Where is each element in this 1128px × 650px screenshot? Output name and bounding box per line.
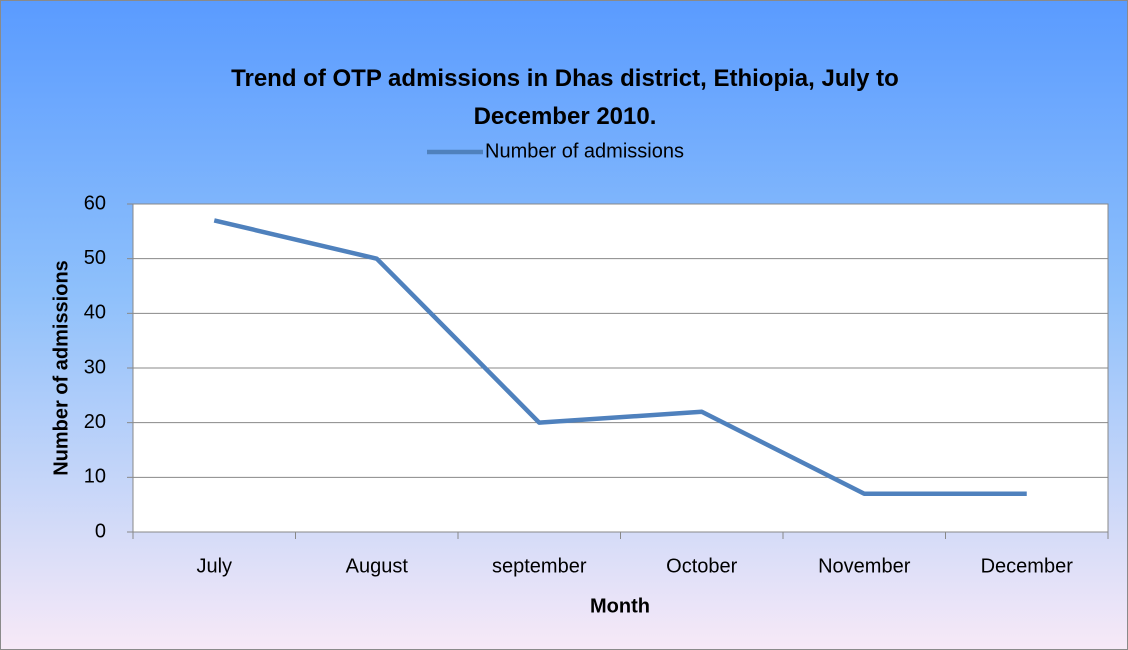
chart-title: Trend of OTP admissions in Dhas district… bbox=[231, 65, 899, 130]
x-tick-label: November bbox=[818, 555, 911, 577]
y-tick-label: 30 bbox=[84, 356, 106, 378]
data-line bbox=[213, 218, 1027, 496]
x-tick-label: October bbox=[666, 555, 737, 577]
y-tick-label: 40 bbox=[84, 302, 106, 324]
y-tick-label: 10 bbox=[84, 466, 106, 488]
y-tick-label: 20 bbox=[84, 411, 106, 433]
x-tick-label: July bbox=[196, 555, 232, 577]
legend-label: Number of admissions bbox=[485, 140, 684, 162]
y-tick-label: 60 bbox=[84, 192, 106, 214]
x-tick-label: september bbox=[492, 555, 587, 577]
y-tick-label: 0 bbox=[95, 520, 106, 542]
x-tick-label: December bbox=[981, 555, 1074, 577]
y-tick-label: 50 bbox=[84, 247, 106, 269]
x-axis-label: Month bbox=[590, 595, 650, 617]
y-axis-label: Number of admissions bbox=[50, 260, 72, 476]
x-tick-label: August bbox=[346, 555, 409, 577]
